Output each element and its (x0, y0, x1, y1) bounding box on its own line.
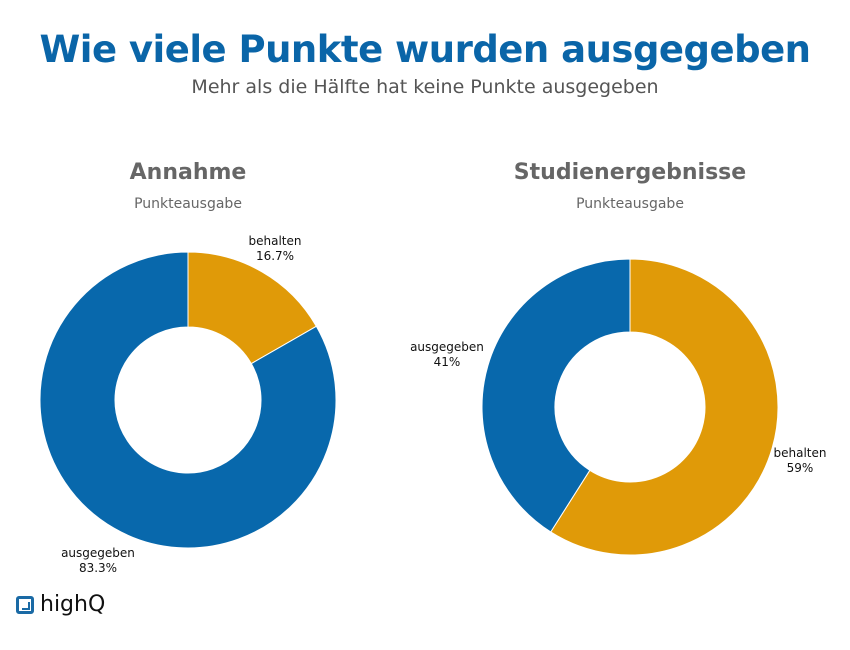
slice-behalten (550, 258, 779, 556)
chart-subtitle-studienergebnisse: Punkteausgabe (576, 196, 684, 212)
highq-logo: highQ (16, 592, 105, 617)
slice-value: 41% (433, 355, 461, 369)
label-annahme-behalten: behalten 16.7% (240, 234, 310, 264)
label-studien-behalten: behalten 59% (770, 446, 830, 476)
logo-text: highQ (40, 592, 106, 617)
slice-value: 83.3% (78, 561, 118, 575)
slice-ausgegeben (481, 258, 631, 533)
slice-label: ausgegeben (410, 340, 484, 354)
slice-behalten (187, 251, 318, 365)
slice-value: 59% (786, 461, 814, 475)
slice-value: 16.7% (255, 249, 295, 263)
slice-ausgegeben (39, 251, 337, 549)
label-annahme-ausgegeben: ausgegeben 83.3% (58, 546, 138, 576)
slice-label: behalten (248, 234, 302, 248)
page-title: Wie viele Punkte wurden ausgegeben (39, 28, 811, 71)
page-subtitle: Mehr als die Hälfte hat keine Punkte aus… (191, 76, 659, 98)
chart-subtitle-annahme: Punkteausgabe (134, 196, 242, 212)
logo-icon (16, 595, 34, 614)
label-studien-ausgegeben: ausgegeben 41% (402, 340, 492, 370)
chart-title-annahme: Annahme (129, 160, 247, 185)
chart-title-studienergebnisse: Studienergebnisse (513, 160, 747, 185)
slice-label: behalten (773, 446, 827, 460)
slice-label: ausgegeben (61, 546, 135, 560)
